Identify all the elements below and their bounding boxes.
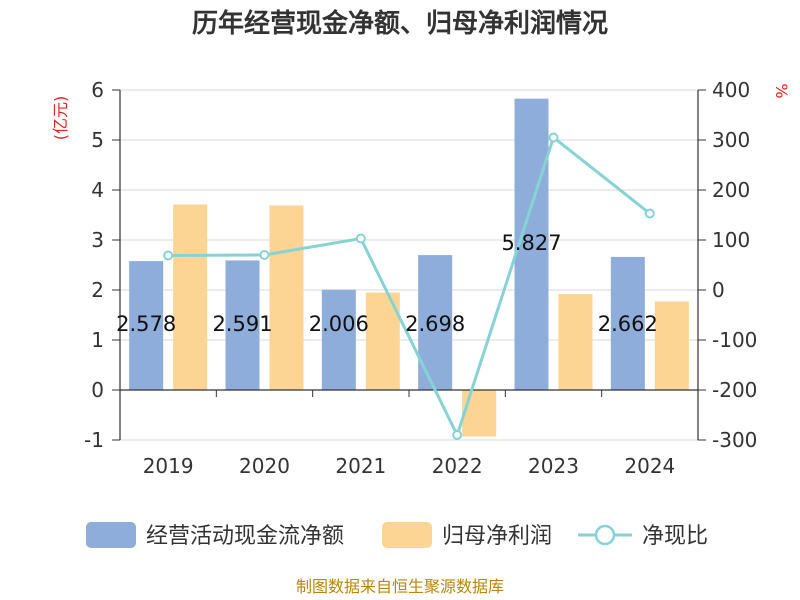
legend-marker-ratio (594, 524, 616, 546)
x-tick-label: 2021 (335, 454, 386, 478)
right-axis-label: % (772, 83, 791, 98)
ratio-point (548, 132, 559, 143)
ratio-point (355, 233, 366, 244)
data-labels: 2.578 2.591 2.006 2.698 5.827 2.662 (116, 231, 658, 336)
ratio-line (163, 132, 655, 440)
right-tick-label: -100 (712, 328, 757, 352)
x-tick-label: 2019 (143, 454, 194, 478)
right-tick-label: 100 (712, 228, 750, 252)
legend: 经营活动现金流净额 归母净利润 净现比 (86, 522, 708, 549)
bars (129, 98, 689, 437)
cash-flow-data-label: 2.662 (598, 312, 658, 336)
cash-flow-data-label: 2.578 (116, 312, 176, 336)
right-tick-label: 200 (712, 178, 750, 202)
cash-flow-data-label: 2.591 (212, 312, 272, 336)
net-profit-bar (654, 301, 689, 390)
left-tick-label: 6 (91, 78, 104, 102)
x-tick-label: 2024 (624, 454, 675, 478)
right-tick-label: -300 (712, 428, 757, 452)
source-note: 制图数据来自恒生聚源数据库 (296, 577, 504, 596)
cash-flow-data-label: 2.006 (309, 312, 369, 336)
legend-swatch-cash (86, 522, 136, 548)
left-tick-label: 5 (91, 128, 104, 152)
left-tick-label: 1 (91, 328, 104, 352)
cash-flow-bar (321, 289, 356, 390)
ratio-point (452, 430, 463, 440)
right-tick-label: 300 (712, 128, 750, 152)
x-tick-label: 2023 (528, 454, 579, 478)
left-tick-label: 2 (91, 278, 104, 302)
right-tick-label: 400 (712, 78, 750, 102)
ratio-line-path (168, 134, 651, 439)
left-axis-label: (亿元) (51, 96, 70, 141)
left-tick-label: 0 (91, 378, 104, 402)
ratio-point (163, 250, 174, 261)
left-tick-label: 4 (91, 178, 104, 202)
axes: -1 -300 0 -200 1 -100 2 0 3 100 4 200 5 300 6 400 2019 20… (84, 78, 757, 478)
net-profit-bar (558, 294, 593, 390)
cash-flow-bar (610, 256, 645, 390)
legend-label-cash: 经营活动现金流净额 (146, 524, 344, 549)
ratio-point (644, 208, 655, 219)
net-profit-bar (173, 204, 208, 390)
cash-flow-bar (225, 260, 260, 390)
net-profit-bar (462, 390, 497, 437)
net-profit-bar (269, 205, 304, 390)
left-tick-label: 3 (91, 228, 104, 252)
left-tick-label: -1 (84, 428, 104, 452)
cash-flow-bar (129, 261, 164, 390)
right-tick-label: -200 (712, 378, 757, 402)
legend-label-profit: 归母净利润 (442, 524, 552, 549)
cash-flow-data-label: 2.698 (405, 312, 465, 336)
x-tick-label: 2022 (432, 454, 483, 478)
cash-flow-data-label: 5.827 (501, 231, 561, 255)
legend-label-ratio: 净现比 (642, 524, 708, 549)
x-tick-label: 2020 (239, 454, 290, 478)
chart-title: 历年经营现金净额、归母净利润情况 (192, 8, 608, 39)
legend-swatch-profit (382, 522, 432, 548)
ratio-point (259, 250, 270, 260)
right-tick-label: 0 (712, 278, 725, 302)
